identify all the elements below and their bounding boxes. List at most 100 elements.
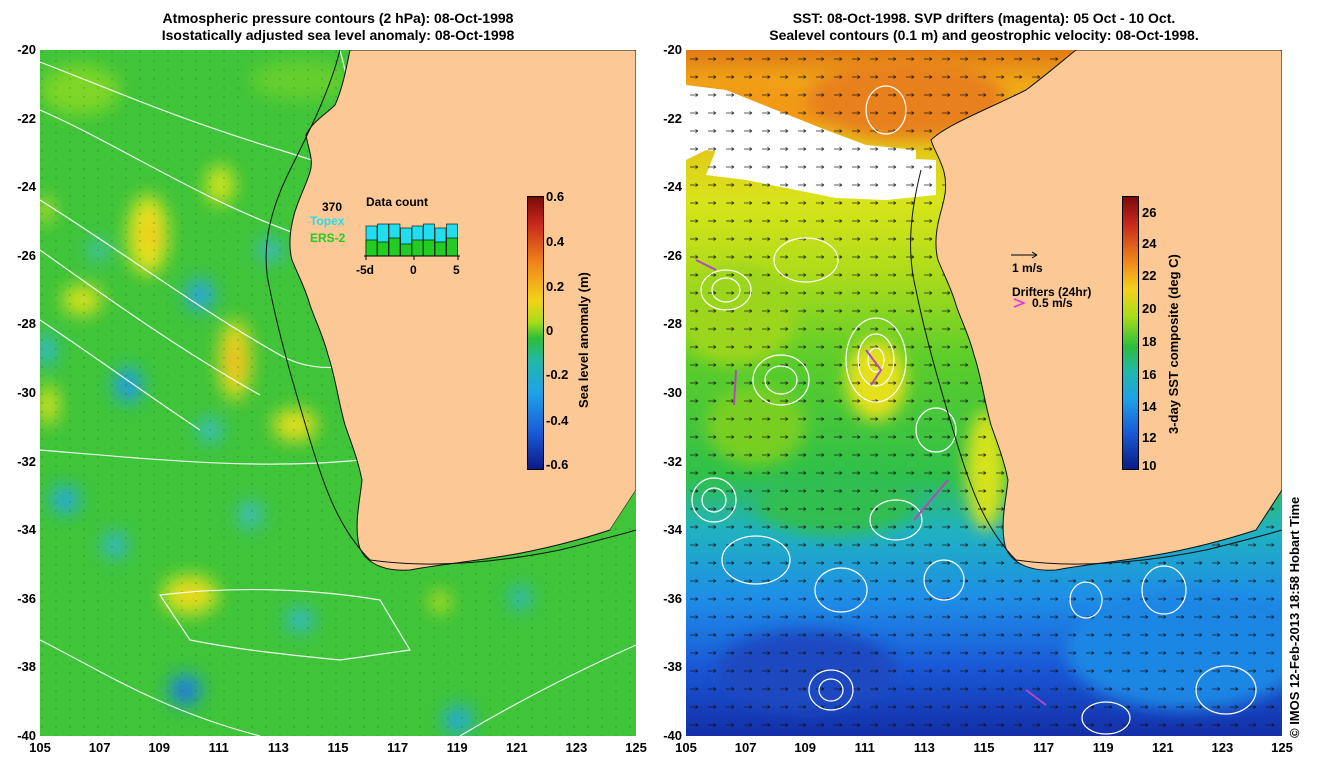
cbar-left-tick-3: 0 (546, 323, 554, 338)
sst-colorbar (1122, 196, 1139, 470)
left-x-tick-label: 105 (29, 740, 51, 755)
sst-map-svg (686, 50, 1282, 736)
cbar-right-tick-6: 14 (1142, 399, 1157, 414)
data-count-topex-label: Topex (310, 214, 345, 228)
right-y-tick-label: -24 (663, 179, 682, 195)
left-y-tick-label: -38 (17, 659, 36, 675)
drifter-legend-title: Drifters (24hr) (1012, 285, 1092, 299)
ers2-count-bar (400, 243, 412, 257)
left-y-tick-label: -30 (17, 385, 36, 400)
cbar-left-tick-5: -0.4 (546, 413, 569, 428)
right-title-line2: Sealevel contours (0.1 m) and geostrophi… (769, 27, 1199, 43)
right-y-tick-label: -22 (663, 110, 682, 126)
left-panel-title: Atmospheric pressure contours (2 hPa): 0… (40, 10, 636, 44)
ers2-count-bar (388, 237, 401, 257)
cbar-right-tick-0: 26 (1142, 205, 1157, 220)
cbar-left-tick-1: 0.4 (546, 234, 565, 249)
left-x-tick-label: 113 (267, 740, 289, 755)
drifter-legend-arrow (1013, 298, 1027, 308)
left-y-tick-label: -26 (17, 247, 36, 263)
right-panel-title: SST: 08-Oct-1998. SVP drifters (magenta)… (686, 10, 1282, 44)
sst-colorbar-label: 3-day SST composite (deg C) (1166, 254, 1181, 434)
sea-level-anomaly-map (40, 50, 636, 736)
left-x-tick-label: 115 (327, 740, 349, 755)
right-y-tick-label: -40 (663, 728, 682, 743)
right-x-tick-label: 113 (913, 740, 935, 755)
land-mass (289, 50, 636, 571)
right-x-tick-label: 111 (854, 740, 875, 755)
coastal-shelf-line-right (910, 169, 1282, 565)
histogram-tick-0: 0 (410, 263, 417, 277)
data-count-total: 370 (322, 200, 343, 214)
cbar-right-tick-8: 10 (1142, 458, 1157, 473)
data-count-title: Data count (366, 195, 429, 209)
cbar-right-tick-1: 24 (1142, 236, 1157, 251)
cbar-left-tick-2: 0.2 (546, 279, 565, 294)
left-title-line1: Atmospheric pressure contours (2 hPa): 0… (162, 10, 514, 26)
left-x-tick-label: 119 (446, 740, 468, 755)
right-y-tick-label: -34 (663, 522, 682, 538)
ers2-count-bar (423, 239, 435, 257)
cbar-right-tick-7: 12 (1142, 430, 1157, 445)
cbar-right-tick-3: 20 (1142, 301, 1157, 316)
cbar-left-tick-4: -0.2 (546, 367, 569, 382)
left-x-tick-label: 123 (565, 740, 588, 755)
right-y-tick-label: -30 (663, 385, 682, 400)
left-y-tick-label: -20 (17, 42, 36, 57)
left-y-tick-label: -34 (17, 522, 36, 538)
right-x-tick-label: 123 (1211, 740, 1234, 755)
data-count-ers-label: ERS-2 (310, 231, 346, 245)
sea-level-colorbar (527, 196, 544, 470)
right-x-tick-label: 107 (734, 740, 757, 755)
right-x-tick-label: 119 (1092, 740, 1114, 755)
left-y-tick-label: -40 (17, 728, 36, 743)
velocity-legend-label: 1 m/s (1012, 261, 1043, 275)
left-x-tick-label: 125 (625, 740, 647, 755)
ers2-count-bar (446, 237, 458, 257)
svp-drifter-tracks (695, 259, 1047, 706)
right-x-tick-label: 115 (973, 740, 995, 755)
drifter-legend-speed: 0.5 m/s (1032, 296, 1073, 310)
coastal-shelf-line (265, 50, 636, 565)
cbar-left-tick-0: 0.6 (546, 189, 565, 204)
sea-level-anomaly-map-svg (40, 50, 636, 736)
right-title-line1: SST: 08-Oct-1998. SVP drifters (magenta)… (792, 10, 1176, 26)
tasman-coast (610, 490, 636, 530)
left-y-tick-label: -36 (17, 590, 36, 606)
left-y-tick-label: -32 (17, 453, 36, 469)
left-x-tick-label: 107 (88, 740, 111, 755)
cbar-right-tick-4: 18 (1142, 334, 1157, 349)
cbar-right-tick-5: 16 (1142, 367, 1157, 382)
land-mass-right (930, 50, 1282, 571)
sst-map (686, 50, 1282, 736)
left-y-tick-label: -24 (17, 179, 36, 195)
right-y-tick-label: -32 (663, 453, 682, 469)
left-y-tick-label: -28 (17, 316, 36, 332)
right-x-tick-label: 109 (794, 740, 817, 755)
cbar-left-tick-6: -0.6 (546, 457, 569, 472)
left-x-tick-label: 117 (387, 740, 409, 755)
velocity-legend-arrow (1011, 251, 1038, 259)
ers2-count-bar (365, 239, 378, 257)
right-x-tick-label: 117 (1033, 740, 1055, 755)
histogram-tick-minus5: -5d (356, 263, 374, 277)
left-x-tick-label: 109 (148, 740, 171, 755)
right-y-tick-label: -20 (663, 42, 682, 57)
right-x-tick-label: 105 (675, 740, 697, 755)
left-x-tick-label: 111 (208, 740, 229, 755)
left-title-line2: Isostatically adjusted sea level anomaly… (161, 27, 515, 43)
sealevel-contours (691, 85, 1257, 735)
imos-credit: © IMOS 12-Feb-2013 18:58 Hobart Time (1287, 496, 1302, 738)
right-y-tick-label: -26 (663, 247, 682, 263)
left-y-tick-label: -22 (17, 110, 36, 126)
right-x-tick-label: 121 (1151, 740, 1174, 755)
ers2-count-bar (411, 239, 424, 257)
cbar-right-tick-2: 22 (1142, 268, 1157, 283)
right-y-tick-label: -38 (663, 659, 682, 675)
sea-level-colorbar-label: Sea level anomaly (m) (576, 272, 591, 408)
right-x-tick-label: 125 (1271, 740, 1293, 755)
histogram-tick-5: 5 (453, 263, 460, 277)
data-count-histogram (364, 223, 460, 260)
right-y-tick-label: -36 (663, 590, 682, 606)
ers2-count-bar (434, 241, 447, 257)
